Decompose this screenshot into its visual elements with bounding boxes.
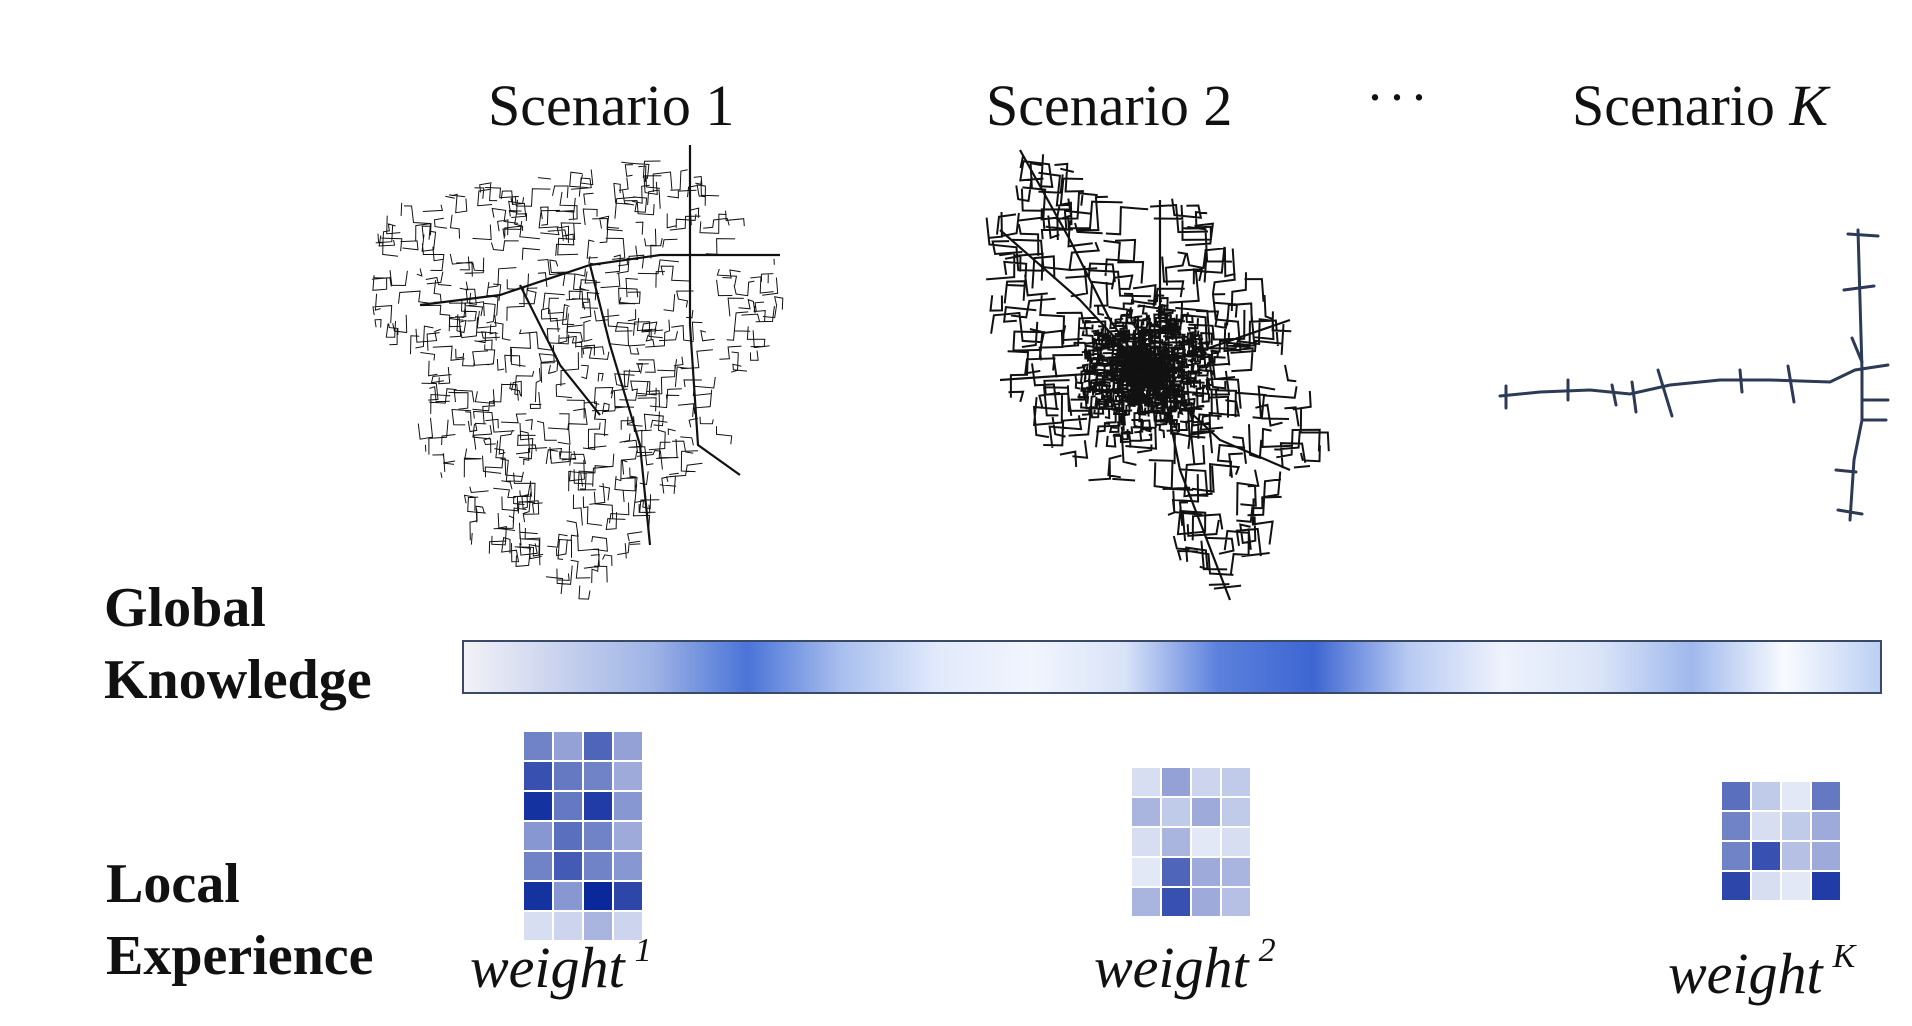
matrix-cell (524, 792, 552, 820)
weight-2-sup: 2 (1258, 932, 1276, 969)
matrix-cell (524, 732, 552, 760)
weight-matrix-2 (1132, 768, 1252, 918)
scenario-k-variable: K (1789, 73, 1829, 138)
scenario-k-prefix: Scenario (1572, 73, 1790, 138)
scenario-k-title: Scenario K (1572, 72, 1828, 139)
matrix-cell (1192, 888, 1220, 916)
weight-matrix-k (1722, 782, 1842, 902)
scenario-2-title: Scenario 2 (986, 73, 1233, 138)
matrix-cell (554, 762, 582, 790)
matrix-cell (1162, 828, 1190, 856)
matrix-cell (584, 882, 612, 910)
scenario-1-road-map (371, 145, 784, 600)
matrix-cell (1222, 828, 1250, 856)
weight-1-base: weight (470, 935, 625, 1000)
scenario-2-road-map (985, 149, 1330, 601)
weight-matrix-1 (524, 732, 644, 942)
matrix-cell (554, 732, 582, 760)
matrix-cell (554, 852, 582, 880)
global-knowledge-label: Global Knowledge (104, 572, 372, 716)
matrix-cell (554, 792, 582, 820)
matrix-cell (584, 792, 612, 820)
matrix-cell (1192, 858, 1220, 886)
matrix-cell (584, 762, 612, 790)
matrix-cell (1162, 768, 1190, 796)
matrix-cell (524, 882, 552, 910)
matrix-cell (1752, 872, 1780, 900)
matrix-cell (614, 792, 642, 820)
matrix-cell (614, 822, 642, 850)
matrix-cell (1132, 858, 1160, 886)
weight-k-sup: K (1832, 938, 1856, 975)
weight-1-sup: 1 (634, 932, 652, 969)
matrix-cell (1222, 798, 1250, 826)
matrix-cell (524, 822, 552, 850)
matrix-cell (1782, 812, 1810, 840)
global-knowledge-line1: Global (104, 577, 266, 639)
matrix-cell (1722, 842, 1750, 870)
matrix-cell (554, 822, 582, 850)
matrix-cell (1782, 782, 1810, 810)
matrix-cell (1722, 872, 1750, 900)
matrix-cell (1812, 872, 1840, 900)
matrix-cell (1222, 888, 1250, 916)
ellipsis: ··· (1366, 67, 1432, 127)
matrix-cell (1222, 768, 1250, 796)
matrix-cell (1722, 812, 1750, 840)
weight-k-base: weight (1668, 941, 1823, 1006)
matrix-cell (1132, 828, 1160, 856)
matrix-cell (1812, 782, 1840, 810)
matrix-cell (584, 822, 612, 850)
weight-2-label: weight 2 (1094, 932, 1276, 1001)
matrix-cell (554, 912, 582, 940)
matrix-cell (614, 762, 642, 790)
matrix-cell (1162, 888, 1190, 916)
matrix-cell (584, 732, 612, 760)
matrix-cell (584, 912, 612, 940)
matrix-cell (554, 882, 582, 910)
matrix-cell (1812, 842, 1840, 870)
matrix-cell (1132, 768, 1160, 796)
matrix-cell (614, 882, 642, 910)
matrix-cell (1752, 782, 1780, 810)
matrix-cell (524, 912, 552, 940)
matrix-cell (614, 912, 642, 940)
scenario-1-title: Scenario 1 (488, 73, 735, 138)
global-knowledge-bar (462, 640, 1882, 694)
weight-k-label: weight K (1668, 938, 1855, 1007)
scenario-k-road-network (1498, 228, 1890, 522)
matrix-cell (1222, 858, 1250, 886)
matrix-cell (1782, 842, 1810, 870)
matrix-cell (1752, 842, 1780, 870)
matrix-cell (1192, 768, 1220, 796)
matrix-cell (524, 762, 552, 790)
local-experience-line2: Experience (106, 925, 374, 987)
matrix-cell (1782, 872, 1810, 900)
weight-1-label: weight 1 (470, 932, 652, 1001)
matrix-cell (1192, 798, 1220, 826)
local-experience-line1: Local (106, 853, 240, 915)
matrix-cell (524, 852, 552, 880)
local-experience-label: Local Experience (106, 848, 373, 992)
matrix-cell (1752, 812, 1780, 840)
matrix-cell (1192, 828, 1220, 856)
matrix-cell (584, 852, 612, 880)
weight-2-base: weight (1094, 935, 1249, 1000)
matrix-cell (1162, 798, 1190, 826)
matrix-cell (1812, 812, 1840, 840)
matrix-cell (1722, 782, 1750, 810)
matrix-cell (614, 732, 642, 760)
matrix-cell (1132, 798, 1160, 826)
matrix-cell (1162, 858, 1190, 886)
matrix-cell (1132, 888, 1160, 916)
global-knowledge-line2: Knowledge (104, 649, 372, 711)
matrix-cell (614, 852, 642, 880)
